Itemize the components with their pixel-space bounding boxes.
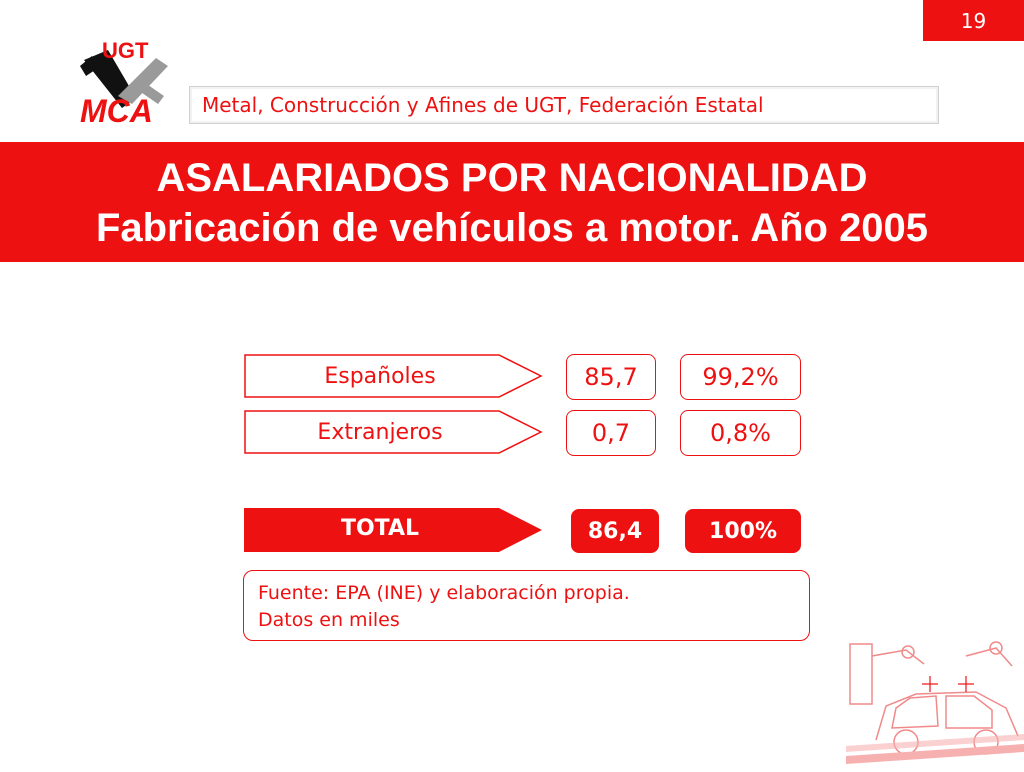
- units-line: Datos en miles: [258, 609, 400, 631]
- slide-title: ASALARIADOS POR NACIONALIDAD: [156, 156, 868, 200]
- ugt-mca-logo: UGT MCA: [78, 38, 174, 129]
- total-value: 86,4: [571, 509, 659, 553]
- row-label-arrow: Españoles: [244, 354, 544, 398]
- source-line: Fuente: EPA (INE) y elaboración propia.: [258, 582, 630, 604]
- logo-text-ugt: UGT: [102, 38, 149, 63]
- total-label-arrow: TOTAL: [244, 508, 544, 552]
- row-value: 0,7: [566, 410, 656, 456]
- row-label-arrow: Extranjeros: [244, 410, 544, 454]
- row-value: 85,7: [566, 354, 656, 400]
- source-note: Fuente: EPA (INE) y elaboración propia. …: [243, 570, 810, 641]
- row-label: Españoles: [324, 363, 436, 389]
- total-percent: 100%: [685, 509, 801, 553]
- logo-text-mca: MCA: [80, 93, 153, 126]
- page-number: 19: [923, 0, 1024, 41]
- car-factory-robot-illustration: [846, 636, 1024, 768]
- organization-name: Metal, Construcción y Afines de UGT, Fed…: [189, 86, 939, 124]
- row-percent: 99,2%: [680, 354, 801, 400]
- total-label: TOTAL: [340, 515, 420, 541]
- row-percent: 0,8%: [680, 410, 801, 456]
- row-label: Extranjeros: [317, 419, 443, 445]
- slide-subtitle: Fabricación de vehículos a motor. Año 20…: [95, 206, 929, 250]
- title-band: ASALARIADOS POR NACIONALIDAD Fabricación…: [0, 142, 1024, 262]
